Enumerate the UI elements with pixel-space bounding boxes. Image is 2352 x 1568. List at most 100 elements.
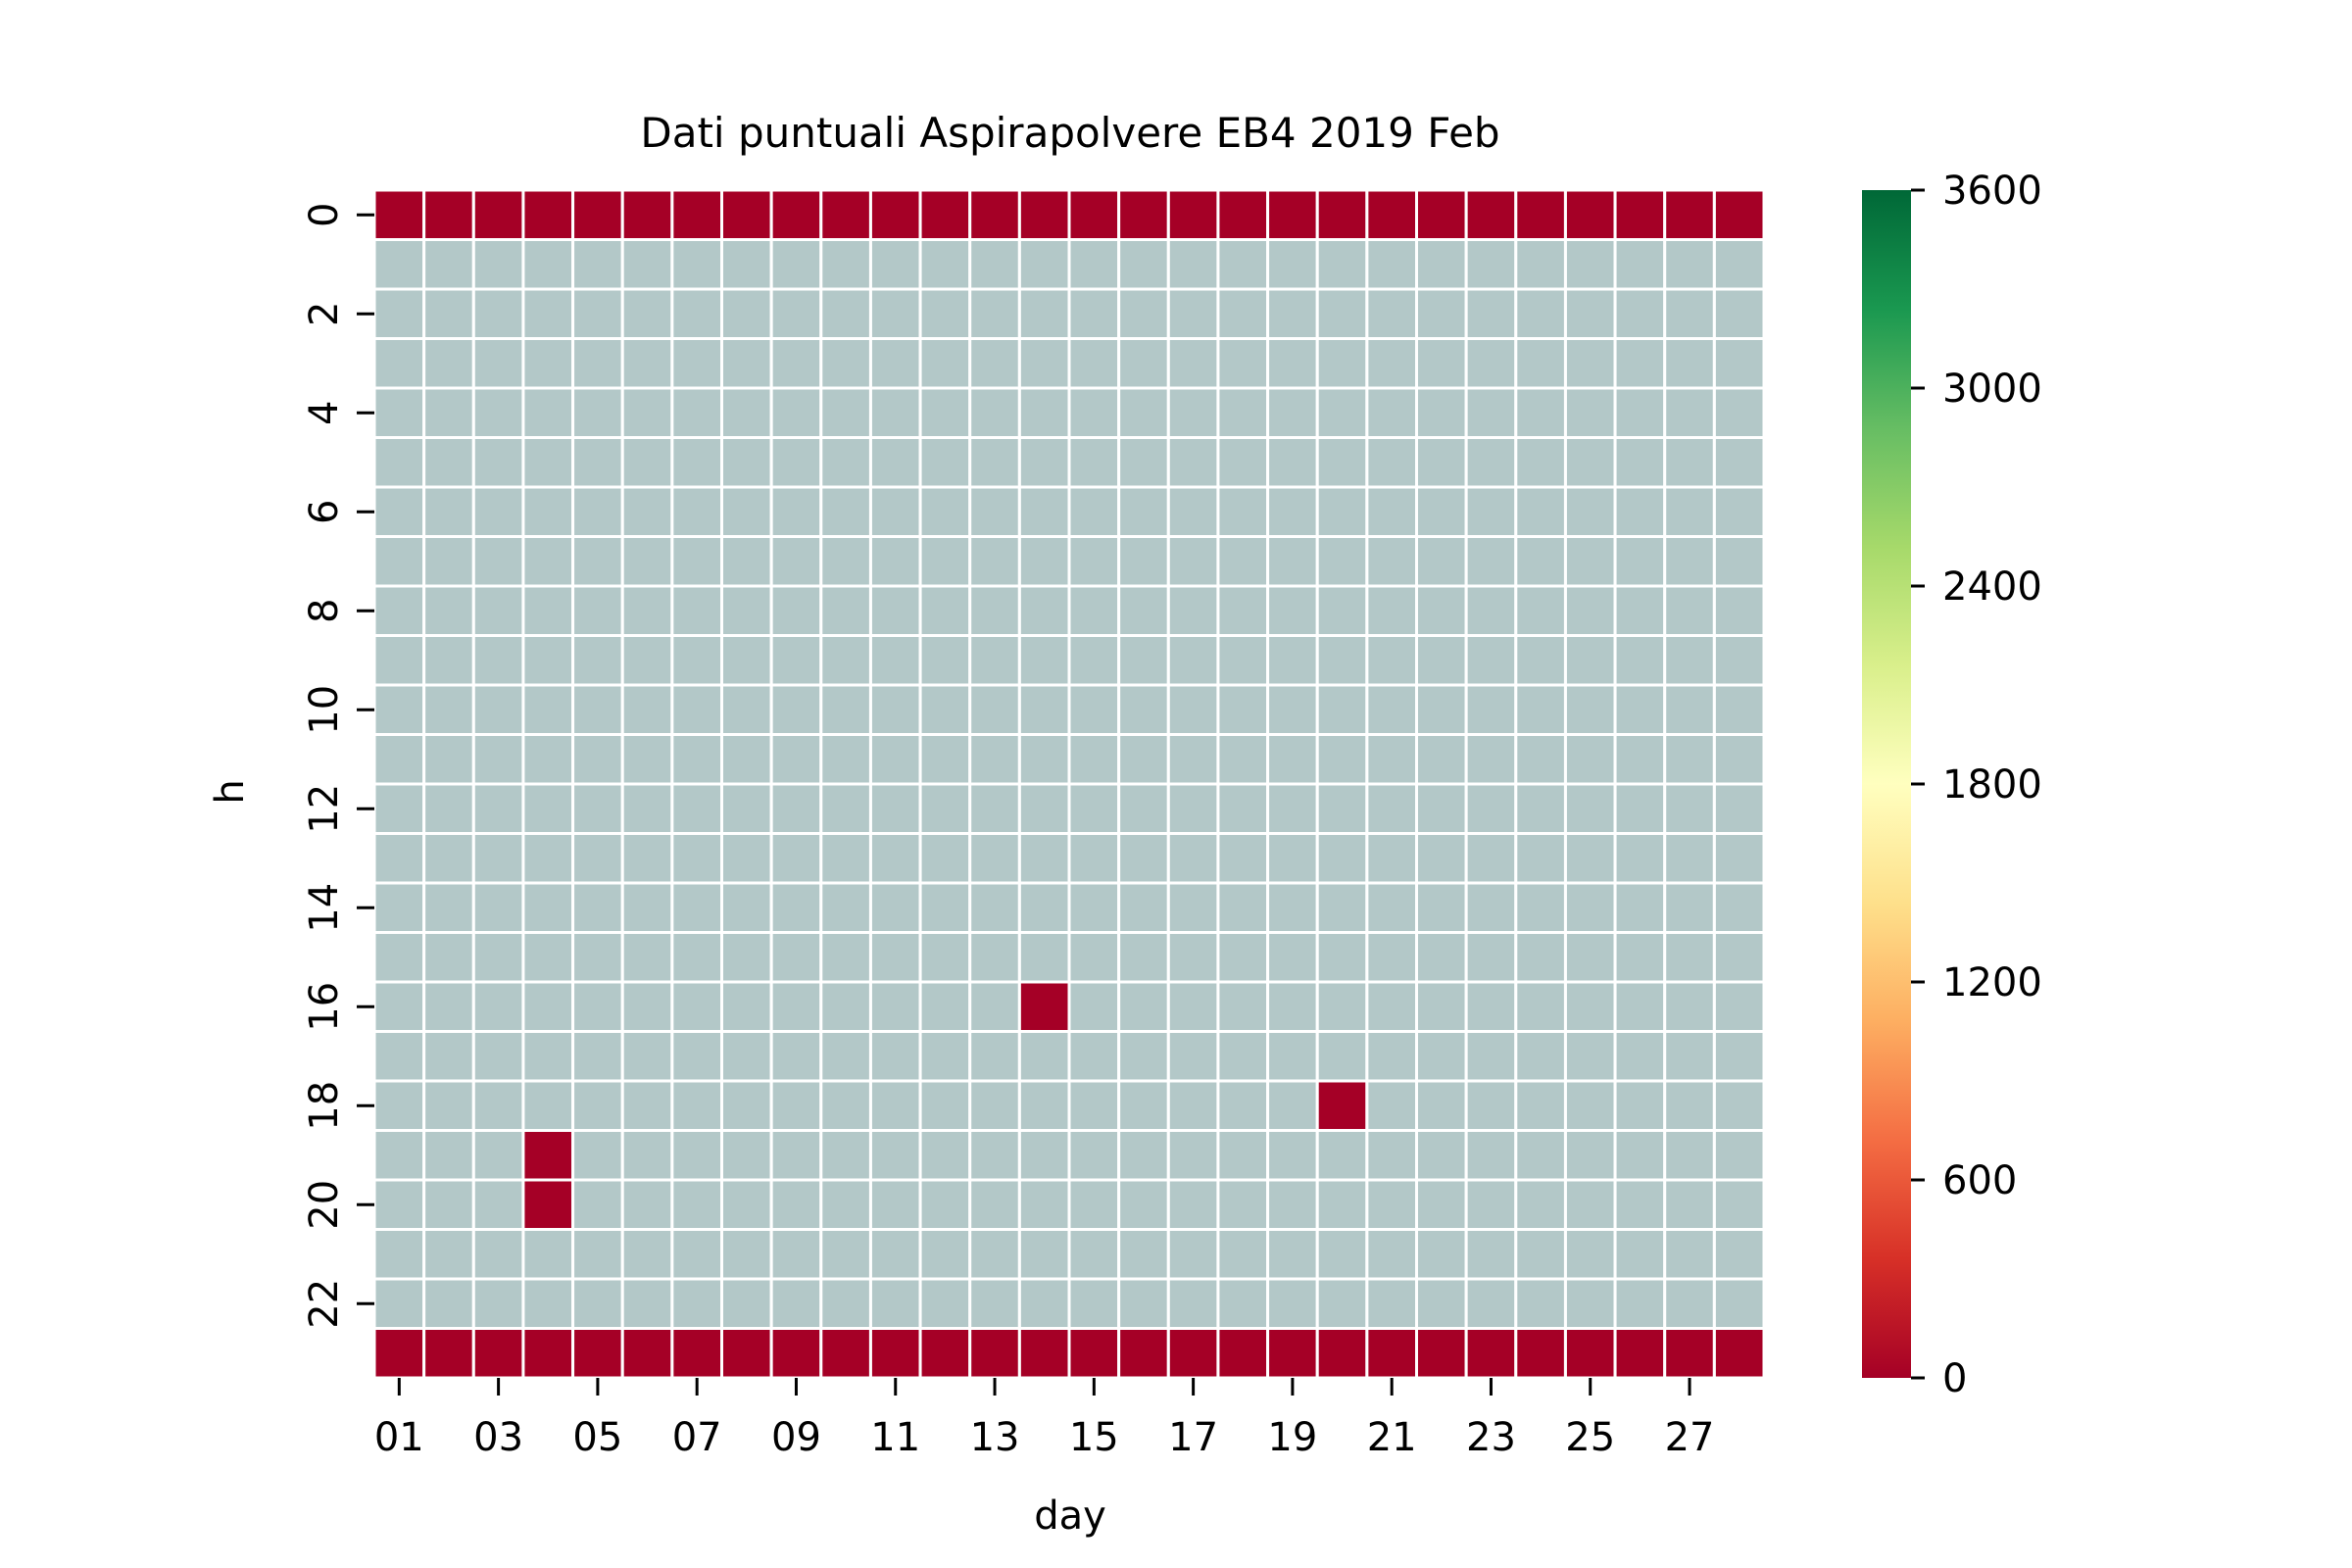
heatmap-cell-empty <box>471 337 525 390</box>
heatmap-cell-empty <box>868 1079 922 1132</box>
heatmap-cell-empty <box>571 1277 624 1330</box>
heatmap-cell-empty <box>471 634 525 687</box>
heatmap-cell-empty <box>1067 782 1121 835</box>
heatmap-cell-empty <box>1613 931 1667 984</box>
heatmap-cell-empty <box>968 386 1021 439</box>
heatmap-cell-empty <box>620 683 674 736</box>
heatmap-cell-empty <box>1266 337 1319 390</box>
heatmap-cell-empty <box>1166 1129 1220 1182</box>
heatmap-cell-empty <box>670 1277 723 1330</box>
heatmap-cell-empty <box>1017 1277 1071 1330</box>
y-tick-label: 0 <box>302 203 347 227</box>
heatmap-cell-empty <box>819 1030 872 1083</box>
heatmap-cell-empty <box>620 485 674 538</box>
heatmap-cell-empty <box>620 782 674 835</box>
heatmap-cell-empty <box>571 1030 624 1083</box>
heatmap-cell-empty <box>1365 1178 1418 1231</box>
heatmap-cell-empty <box>918 238 972 291</box>
heatmap-cell-empty <box>1315 1129 1369 1182</box>
heatmap-cell-empty <box>1464 584 1518 637</box>
colorbar-tick-label: 1800 <box>1942 762 2042 808</box>
heatmap-cell-empty <box>1017 436 1071 489</box>
heatmap-cell-empty <box>1464 287 1518 340</box>
heatmap-cell-empty <box>1315 436 1369 489</box>
heatmap-cell-empty <box>868 733 922 786</box>
heatmap-cell-empty <box>620 1129 674 1182</box>
heatmap-cell-empty <box>918 1228 972 1281</box>
heatmap-cell-empty <box>1067 238 1121 291</box>
heatmap-cell-empty <box>1216 980 1270 1033</box>
heatmap-cell-empty <box>1017 238 1071 291</box>
heatmap-cell-empty <box>918 584 972 637</box>
heatmap-cell-empty <box>1266 287 1319 340</box>
heatmap-cell-empty <box>620 1178 674 1231</box>
heatmap-cell-empty <box>868 634 922 687</box>
heatmap-cell-empty <box>1415 931 1468 984</box>
heatmap-cell-empty <box>422 1228 475 1281</box>
heatmap-cell-value <box>670 1327 723 1380</box>
heatmap-cell-empty <box>769 337 823 390</box>
heatmap-cell-empty <box>868 683 922 736</box>
heatmap-cell-empty <box>819 535 872 588</box>
heatmap-cell-empty <box>1415 436 1468 489</box>
heatmap-cell-empty <box>1315 832 1369 885</box>
heatmap-cell-empty <box>670 1129 723 1182</box>
heatmap-cell-empty <box>1613 535 1667 588</box>
heatmap-cell-empty <box>1315 287 1369 340</box>
heatmap-cell-empty <box>620 584 674 637</box>
heatmap-cell-empty <box>1563 881 1617 934</box>
heatmap-cell-value <box>720 188 773 241</box>
heatmap-cell-empty <box>1464 436 1518 489</box>
heatmap-cell-empty <box>1315 584 1369 637</box>
heatmap-cell-empty <box>819 337 872 390</box>
heatmap-cell-empty <box>1117 337 1170 390</box>
heatmap-cell-empty <box>1415 535 1468 588</box>
heatmap-cell-empty <box>1166 584 1220 637</box>
heatmap-cell-empty <box>968 584 1021 637</box>
heatmap-cell-empty <box>372 535 426 588</box>
heatmap-cell-empty <box>1216 1277 1270 1330</box>
heatmap-cell-empty <box>769 1129 823 1182</box>
heatmap-cell-empty <box>1365 238 1418 291</box>
heatmap-cell-empty <box>1563 1277 1617 1330</box>
x-axis: 01 03 05 07 09 11 13 15 17 19 21 23 25 27 <box>374 1378 1714 1460</box>
heatmap-cell-empty <box>1464 1079 1518 1132</box>
heatmap-cell-empty <box>1117 584 1170 637</box>
heatmap-cell-empty <box>1216 1129 1270 1182</box>
heatmap-cell-value <box>1415 188 1468 241</box>
heatmap-cell-empty <box>1365 634 1418 687</box>
heatmap-cell-empty <box>1266 782 1319 835</box>
heatmap-cell-empty <box>1415 238 1468 291</box>
heatmap-cell-empty <box>521 634 575 687</box>
heatmap-cell-empty <box>720 980 773 1033</box>
heatmap-cell-empty <box>1315 980 1369 1033</box>
heatmap-cell-value <box>372 1327 426 1380</box>
heatmap-cell-value <box>1613 1327 1667 1380</box>
heatmap-cell-empty <box>1216 683 1270 736</box>
heatmap-cell-empty <box>670 683 723 736</box>
heatmap-cell-empty <box>1613 337 1667 390</box>
heatmap-cell-empty <box>620 238 674 291</box>
heatmap-cell-empty <box>769 832 823 885</box>
heatmap-cell-empty <box>1613 1178 1667 1231</box>
heatmap-cell-empty <box>372 287 426 340</box>
heatmap-cell-empty <box>1315 1030 1369 1083</box>
x-tick-label: 23 <box>1466 1415 1516 1460</box>
heatmap-cell-empty <box>1266 485 1319 538</box>
heatmap-cell-empty <box>918 733 972 786</box>
heatmap-cell-value <box>670 188 723 241</box>
heatmap-cell-empty <box>1415 782 1468 835</box>
heatmap-cell-empty <box>1464 337 1518 390</box>
heatmap-cell-empty <box>1712 832 1766 885</box>
heatmap-cell-empty <box>819 1228 872 1281</box>
heatmap-cell-empty <box>1266 1277 1319 1330</box>
heatmap-cell-empty <box>521 436 575 489</box>
heatmap-cell-empty <box>918 1129 972 1182</box>
heatmap-cell-empty <box>372 1277 426 1330</box>
heatmap-cell-empty <box>1514 832 1567 885</box>
heatmap-cell-empty <box>1266 1129 1319 1182</box>
heatmap-cell-empty <box>571 733 624 786</box>
heatmap-cell-empty <box>769 1228 823 1281</box>
heatmap-cell-empty <box>471 683 525 736</box>
